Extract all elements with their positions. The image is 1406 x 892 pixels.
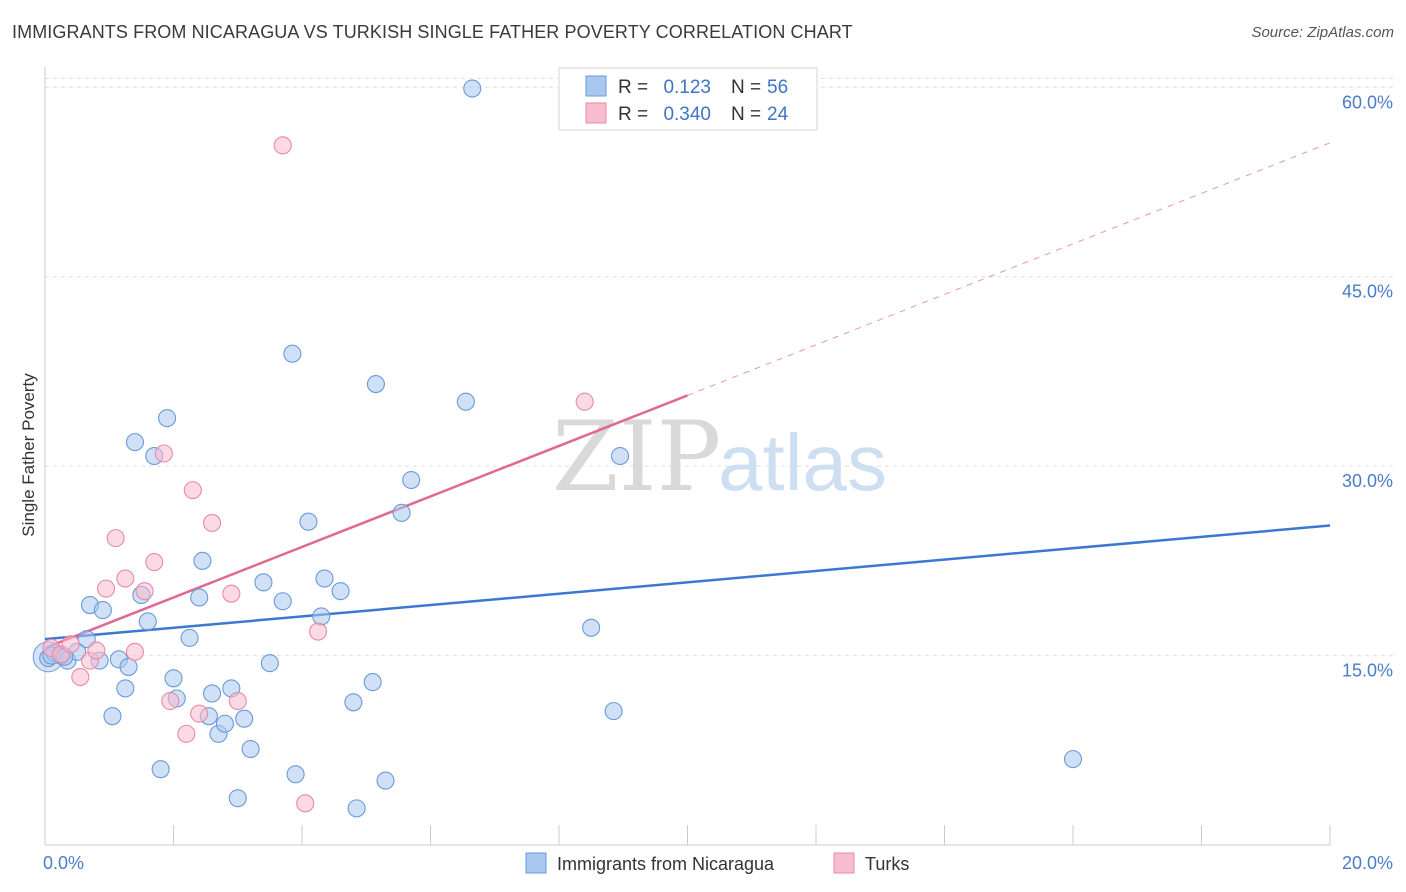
legend-n-value: 24 — [767, 104, 789, 125]
point-nicaragua — [103, 707, 122, 726]
x-tick-label: 20.0% — [1342, 853, 1393, 873]
point-turks — [106, 529, 125, 548]
bottom-legend-label: Immigrants from Nicaragua — [557, 854, 775, 874]
y-tick-label: 30.0% — [1342, 471, 1393, 491]
tick-labels: 15.0% 30.0% 45.0% 60.0% 0.0% 20.0% — [43, 92, 1393, 873]
legend-r-label: R = — [618, 77, 648, 98]
point-nicaragua — [235, 709, 254, 728]
bottom-legend-swatch — [525, 852, 547, 874]
point-nicaragua — [283, 344, 302, 363]
source-label: Source: ZipAtlas.com — [1251, 24, 1394, 41]
point-turks — [135, 582, 154, 601]
trend-line-turks — [44, 394, 688, 650]
point-nicaragua — [138, 612, 157, 631]
points-layer — [32, 79, 1083, 818]
point-nicaragua — [125, 433, 144, 452]
point-nicaragua — [260, 654, 279, 673]
point-nicaragua — [392, 503, 411, 522]
bottom-legend-swatch — [833, 852, 855, 874]
y-tick-label: 15.0% — [1342, 661, 1393, 681]
point-nicaragua — [93, 601, 112, 620]
point-nicaragua — [228, 789, 247, 808]
point-nicaragua — [151, 760, 170, 779]
point-nicaragua — [215, 714, 234, 733]
point-nicaragua — [273, 592, 292, 611]
point-turks — [154, 444, 173, 463]
point-turks — [125, 642, 144, 661]
point-turks — [177, 724, 196, 743]
point-nicaragua — [463, 79, 482, 98]
trend-line-nicaragua — [44, 524, 1331, 641]
point-turks — [61, 635, 80, 654]
point-turks — [87, 641, 106, 660]
point-nicaragua — [254, 573, 273, 592]
point-nicaragua — [610, 446, 630, 466]
legend-n-value: 56 — [767, 77, 788, 98]
trend-line-turks-extension — [687, 142, 1331, 396]
point-nicaragua — [119, 657, 138, 676]
point-nicaragua — [286, 765, 305, 784]
point-nicaragua — [366, 374, 385, 394]
axes-layer — [44, 67, 1331, 846]
point-turks — [296, 794, 315, 813]
point-turks — [145, 553, 164, 572]
point-nicaragua — [604, 702, 623, 721]
point-turks — [183, 481, 202, 500]
point-nicaragua — [315, 569, 334, 588]
point-nicaragua — [180, 628, 199, 647]
point-nicaragua — [363, 673, 382, 692]
point-turks — [222, 584, 241, 603]
watermark-zip: ZIP — [552, 401, 721, 513]
point-nicaragua — [582, 618, 601, 637]
point-nicaragua — [331, 582, 350, 601]
point-turks — [190, 704, 209, 723]
legend-r-value: 0.340 — [663, 104, 711, 125]
point-nicaragua — [299, 512, 318, 531]
point-turks — [161, 691, 180, 711]
point-turks — [228, 691, 247, 711]
legend-r-value: 0.123 — [663, 77, 711, 98]
point-turks — [71, 667, 90, 687]
legend-swatch — [585, 75, 607, 97]
legend-r-label: R = — [618, 104, 648, 125]
legend-swatch — [585, 102, 607, 124]
legend-n-label: N = — [731, 104, 761, 125]
point-nicaragua — [190, 588, 209, 607]
point-turks — [273, 136, 292, 155]
trend-layer — [44, 142, 1331, 650]
y-axis-label: Single Father Poverty — [19, 373, 38, 537]
point-nicaragua — [344, 693, 363, 712]
point-nicaragua — [158, 409, 177, 428]
point-nicaragua — [203, 684, 222, 703]
point-nicaragua — [193, 551, 212, 570]
y-tick-label: 45.0% — [1342, 282, 1393, 302]
point-nicaragua — [116, 679, 135, 698]
point-nicaragua — [456, 392, 475, 411]
point-nicaragua — [312, 607, 331, 626]
point-nicaragua — [164, 669, 183, 688]
point-nicaragua — [241, 739, 260, 759]
bottom-legend: Immigrants from Nicaragua Turks — [525, 852, 909, 874]
y-tick-label: 60.0% — [1342, 92, 1393, 112]
watermark-atlas: atlas — [718, 418, 887, 507]
bottom-legend-label: Turks — [865, 854, 909, 874]
point-nicaragua — [376, 771, 395, 790]
point-turks — [575, 392, 594, 411]
point-nicaragua — [1063, 750, 1083, 769]
chart-title: IMMIGRANTS FROM NICARAGUA VS TURKISH SIN… — [12, 22, 853, 42]
watermark: ZIP atlas — [552, 401, 887, 513]
legend-n-label: N = — [731, 77, 761, 98]
point-turks — [309, 622, 328, 641]
legend: R = 0.123 N = 56 R = 0.340 N = 24 — [558, 67, 818, 131]
point-turks — [96, 579, 116, 598]
point-turks — [203, 513, 222, 533]
point-nicaragua — [347, 799, 366, 818]
point-turks — [116, 569, 135, 588]
x-tick-label: 0.0% — [43, 853, 84, 873]
point-nicaragua — [402, 470, 421, 490]
